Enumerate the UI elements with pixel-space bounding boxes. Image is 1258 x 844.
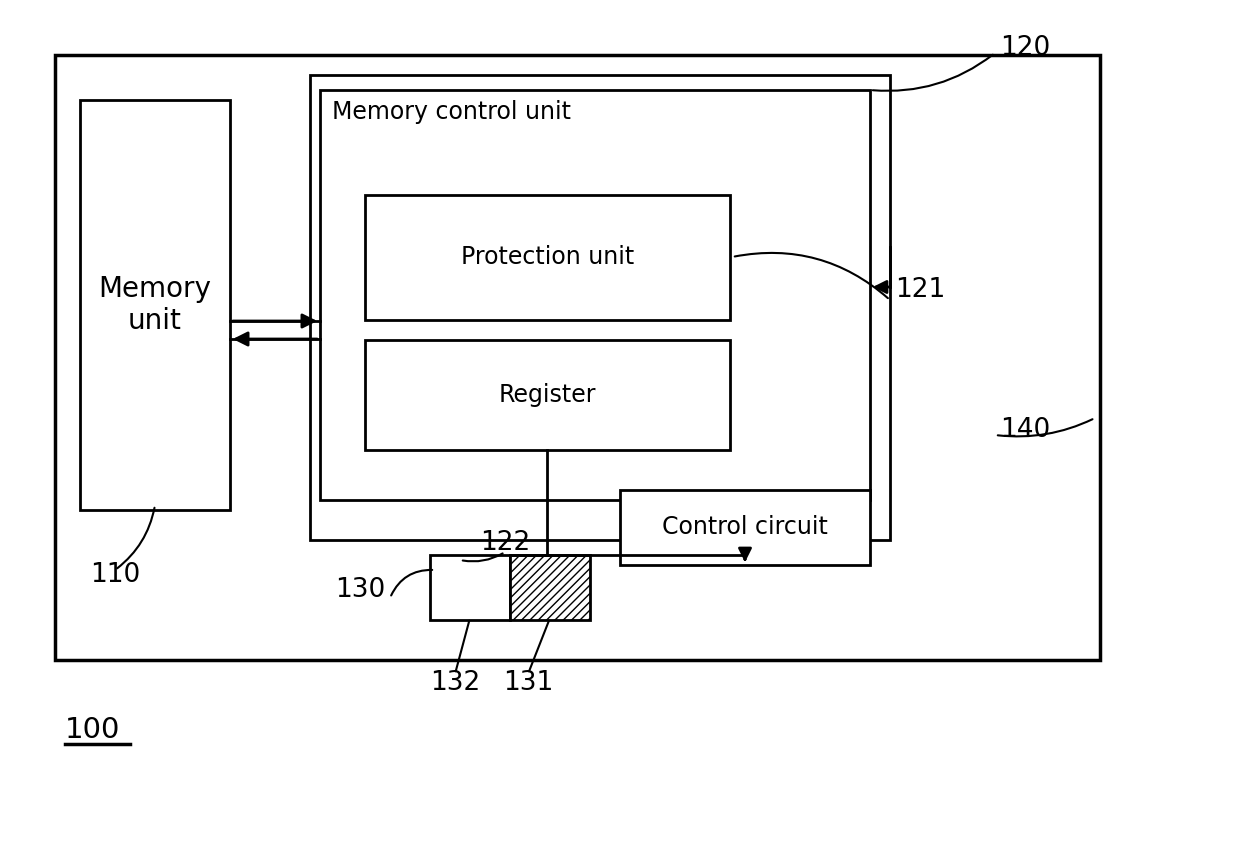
Text: 110: 110 bbox=[91, 562, 140, 588]
Text: 132: 132 bbox=[430, 670, 481, 696]
Text: 131: 131 bbox=[503, 670, 554, 696]
Text: Memory
unit: Memory unit bbox=[98, 275, 211, 335]
Bar bbox=[430, 555, 509, 620]
Text: Control circuit: Control circuit bbox=[662, 516, 828, 539]
Bar bbox=[365, 340, 730, 450]
Text: 140: 140 bbox=[1000, 417, 1050, 443]
Bar bbox=[309, 75, 889, 540]
Bar bbox=[365, 195, 730, 320]
Text: 122: 122 bbox=[479, 530, 530, 556]
Text: 130: 130 bbox=[335, 577, 385, 603]
Text: Protection unit: Protection unit bbox=[460, 246, 634, 269]
Text: 121: 121 bbox=[894, 277, 945, 303]
Bar bbox=[81, 100, 230, 510]
Bar bbox=[55, 55, 1099, 660]
Bar bbox=[509, 555, 590, 620]
Bar bbox=[320, 90, 871, 500]
Text: Memory control unit: Memory control unit bbox=[332, 100, 571, 124]
Text: 120: 120 bbox=[1000, 35, 1050, 61]
Bar bbox=[620, 490, 871, 565]
Text: Register: Register bbox=[498, 383, 596, 407]
Text: 100: 100 bbox=[65, 716, 121, 744]
